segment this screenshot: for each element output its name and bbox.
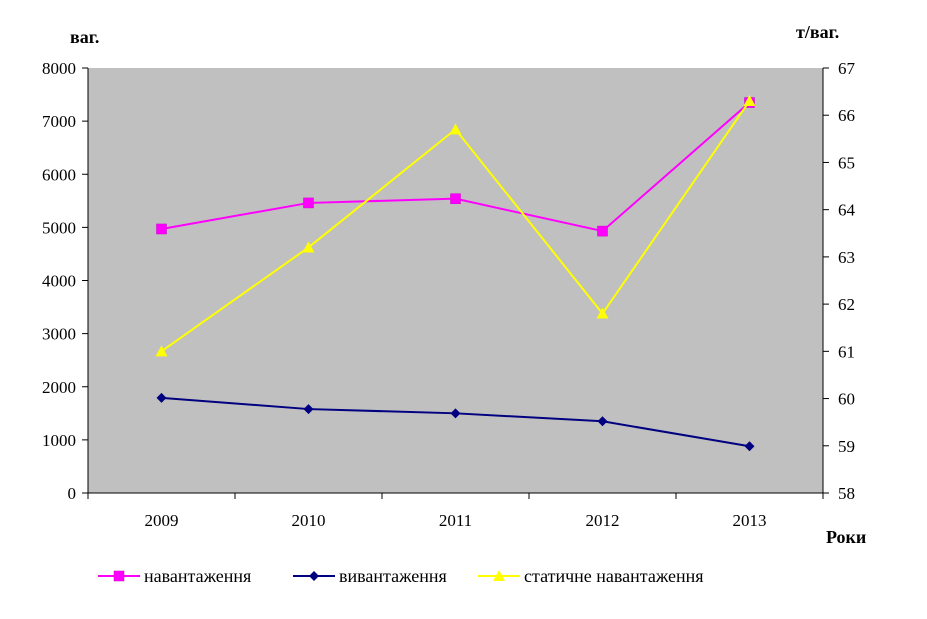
left-tick-label: 7000 bbox=[42, 112, 76, 131]
data-point bbox=[597, 225, 608, 237]
x-tick-label: 2011 bbox=[439, 511, 472, 530]
series-layer bbox=[155, 95, 756, 452]
legend-label: вивантаження bbox=[339, 566, 447, 586]
left-tick-label: 0 bbox=[68, 484, 77, 503]
series-2 bbox=[156, 392, 755, 452]
left-tick-label: 2000 bbox=[42, 378, 76, 397]
left-axis-ticks: 0 1000 2000 3000 4000 5000 6000 7000 8000 bbox=[42, 59, 88, 503]
x-tick-label: 2012 bbox=[586, 511, 620, 530]
x-axis-ticks: 2009 2010 2011 2012 2013 bbox=[87, 493, 824, 530]
right-tick-label: 63 bbox=[838, 248, 855, 267]
data-point bbox=[450, 408, 461, 419]
data-point bbox=[596, 307, 609, 319]
legend-marker bbox=[113, 570, 125, 582]
data-point bbox=[303, 404, 314, 415]
left-tick-label: 5000 bbox=[42, 218, 76, 237]
right-axis-title: т/ваг. bbox=[796, 22, 839, 42]
left-tick-label: 8000 bbox=[42, 59, 76, 78]
series-3 bbox=[155, 95, 756, 357]
legend-label: навантаження bbox=[144, 566, 251, 586]
data-point bbox=[156, 392, 167, 403]
right-tick-label: 65 bbox=[838, 153, 855, 172]
left-tick-label: 3000 bbox=[42, 325, 76, 344]
right-tick-label: 67 bbox=[838, 59, 856, 78]
data-point bbox=[302, 241, 315, 253]
right-axis-ticks: 58 59 60 61 62 63 64 65 66 67 bbox=[823, 59, 856, 503]
right-tick-label: 60 bbox=[838, 390, 855, 409]
right-tick-label: 62 bbox=[838, 295, 855, 314]
right-tick-label: 58 bbox=[838, 484, 855, 503]
x-axis-title: Роки bbox=[826, 527, 866, 547]
left-axis-title: ваг. bbox=[70, 27, 99, 47]
data-point bbox=[597, 416, 608, 427]
data-point bbox=[303, 197, 314, 209]
data-point bbox=[449, 123, 462, 135]
x-tick-label: 2013 bbox=[733, 511, 767, 530]
data-point bbox=[155, 345, 168, 357]
left-tick-label: 4000 bbox=[42, 272, 76, 291]
legend: навантаження вивантаження статичне наванта… bbox=[98, 566, 704, 586]
x-tick-label: 2010 bbox=[292, 511, 326, 530]
data-point bbox=[450, 193, 461, 204]
left-tick-label: 1000 bbox=[42, 431, 76, 450]
legend-marker bbox=[493, 570, 505, 581]
left-tick-label: 6000 bbox=[42, 165, 76, 184]
legend-label: статичне навантаження bbox=[524, 566, 704, 586]
legend-item: вивантаження bbox=[293, 566, 447, 586]
right-tick-label: 66 bbox=[838, 106, 855, 125]
right-tick-label: 64 bbox=[838, 201, 856, 220]
data-point bbox=[744, 441, 755, 452]
legend-item: навантаження bbox=[98, 566, 251, 586]
plot-area bbox=[88, 68, 823, 493]
x-tick-label: 2009 bbox=[145, 511, 179, 530]
right-tick-label: 59 bbox=[838, 437, 855, 456]
right-tick-label: 61 bbox=[838, 342, 855, 361]
data-point bbox=[743, 95, 756, 107]
data-point bbox=[156, 223, 167, 235]
legend-item: статичне навантаження bbox=[478, 566, 704, 586]
legend-marker bbox=[309, 571, 319, 581]
